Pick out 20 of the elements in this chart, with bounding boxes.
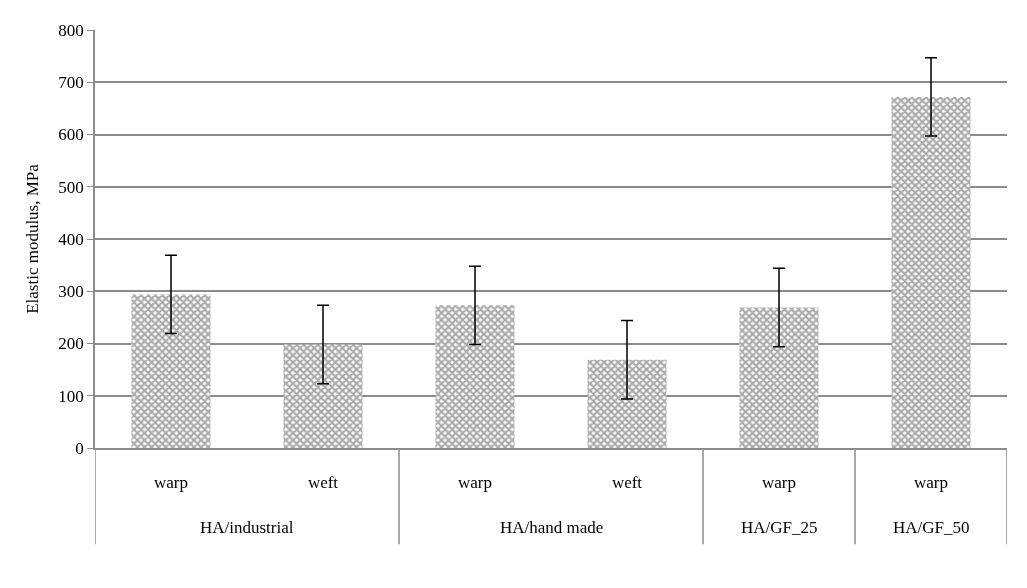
x-tick-label: weft xyxy=(307,473,339,493)
y-tick-label: 400 xyxy=(58,229,84,249)
y-tick-label: 800 xyxy=(58,20,84,40)
x-tick-label: weft xyxy=(611,473,643,493)
x-tick-label: warp xyxy=(154,473,188,493)
x-tick-label: warp xyxy=(914,473,948,493)
text: HA/hand made xyxy=(500,518,604,537)
y-axis-title: Elastic modulus, MPa xyxy=(23,163,43,314)
x-tick-label: warp xyxy=(762,473,796,493)
y-tick-label: 100 xyxy=(58,386,84,406)
y-tick-label: 300 xyxy=(58,282,84,302)
x-tick-label: warp xyxy=(458,473,492,493)
y-tick-label: 600 xyxy=(58,125,84,145)
y-tick-label: 0 xyxy=(75,438,84,458)
text: HA/GF_50 xyxy=(893,518,970,537)
text: HA/industrial xyxy=(200,518,294,537)
y-tick-label: 700 xyxy=(58,73,84,93)
text: HA/GF_25 xyxy=(741,518,818,537)
y-tick-label: 200 xyxy=(58,334,84,354)
y-tick-label: 500 xyxy=(58,177,84,197)
